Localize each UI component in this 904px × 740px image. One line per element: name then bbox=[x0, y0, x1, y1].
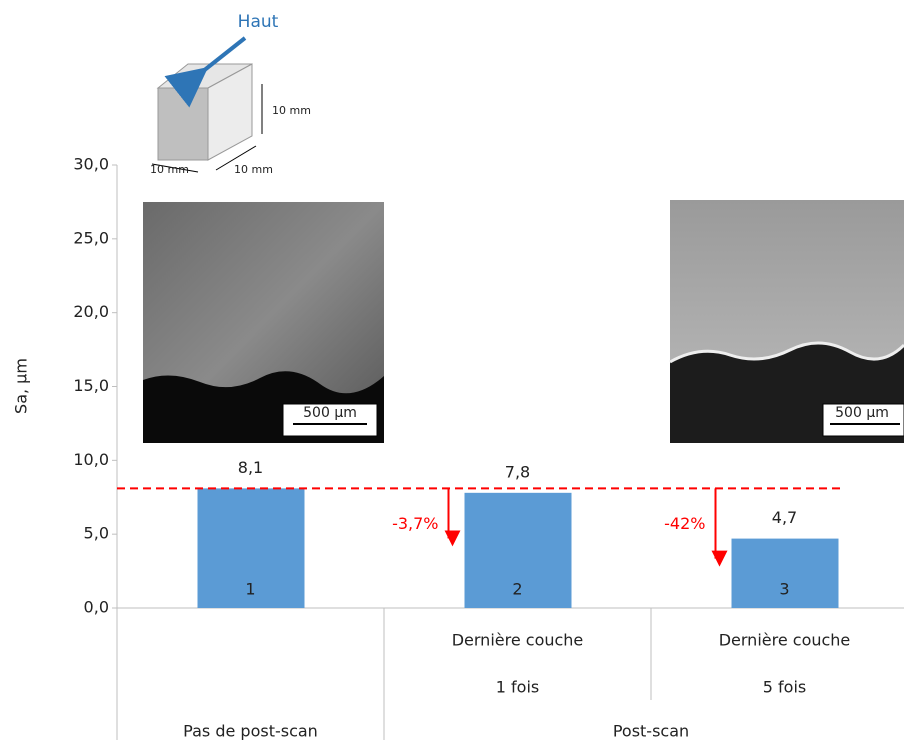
x-tick-label: Dernière couche bbox=[719, 631, 851, 650]
y-tick-label: 5,0 bbox=[84, 524, 109, 543]
y-tick-label: 0,0 bbox=[84, 598, 109, 617]
y-tick-label: 25,0 bbox=[73, 228, 109, 247]
value-label: 4,7 bbox=[772, 508, 797, 527]
cube-diagram: Haut 10 mm 10 mm 10 mm bbox=[150, 12, 311, 176]
cube-dimension: 10 mm bbox=[150, 163, 189, 176]
x-tick-label: 1 fois bbox=[496, 678, 539, 697]
change-label: -42% bbox=[664, 514, 705, 533]
scale-label: 500 µm bbox=[303, 405, 357, 421]
bar bbox=[731, 538, 839, 608]
group-label: Pas de post-scan bbox=[183, 722, 318, 740]
scale-label: 500 µm bbox=[835, 405, 889, 421]
y-tick-label: 15,0 bbox=[73, 376, 109, 395]
bar-label: 1 bbox=[245, 580, 255, 599]
change-label: -3,7% bbox=[392, 514, 438, 533]
cube-dimension: 10 mm bbox=[234, 163, 273, 176]
value-label: 7,8 bbox=[505, 462, 530, 481]
bar bbox=[464, 492, 572, 608]
value-label: 8,1 bbox=[238, 458, 263, 477]
bar bbox=[197, 488, 305, 608]
cube-top-label: Haut bbox=[238, 12, 279, 32]
x-tick-label: 5 fois bbox=[763, 678, 806, 697]
y-axis-label: Sa, µm bbox=[12, 358, 31, 414]
bar-label: 3 bbox=[779, 580, 789, 599]
y-tick-label: 20,0 bbox=[73, 302, 109, 321]
sem-image: 500 µm bbox=[669, 200, 904, 443]
bar-label: 2 bbox=[512, 580, 522, 599]
group-label: Post-scan bbox=[613, 722, 689, 740]
y-tick-label: 30,0 bbox=[73, 155, 109, 174]
y-tick-label: 10,0 bbox=[73, 450, 109, 469]
x-tick-label: Dernière couche bbox=[452, 631, 584, 650]
cube-dimension: 10 mm bbox=[272, 104, 311, 117]
sem-image: 500 µm bbox=[143, 202, 384, 443]
